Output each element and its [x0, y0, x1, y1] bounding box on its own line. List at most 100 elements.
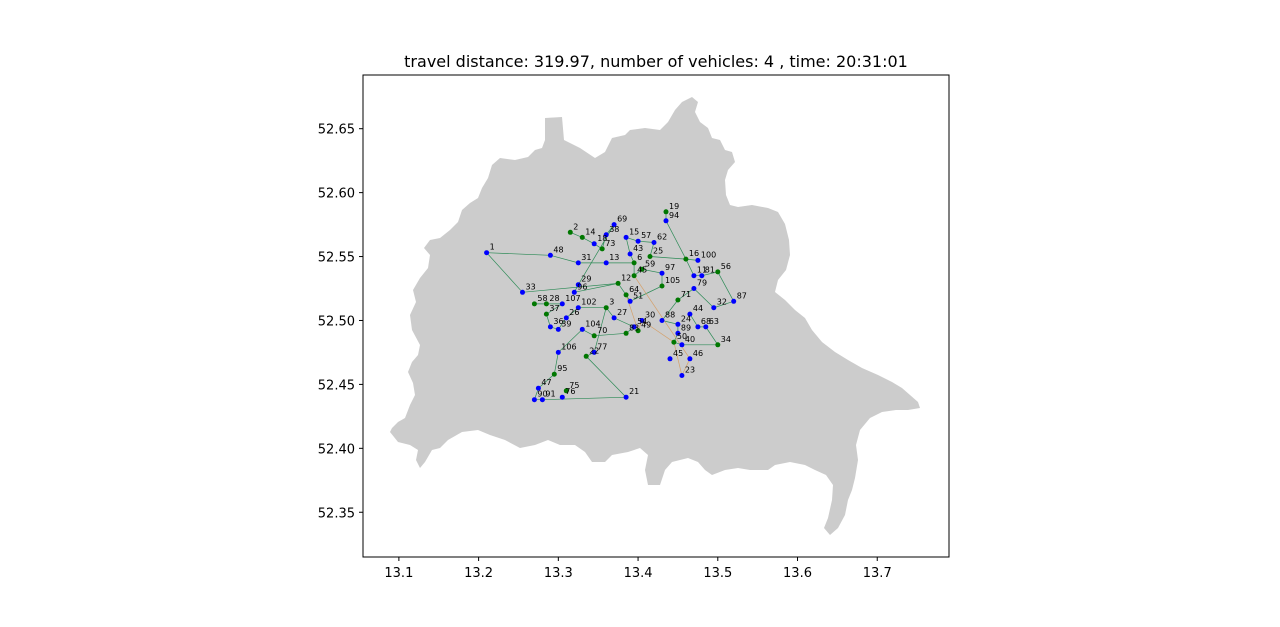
pickup-point — [675, 321, 681, 327]
delivery-point — [567, 229, 573, 235]
delivery-point — [603, 305, 609, 311]
delivery-point — [671, 339, 677, 345]
delivery-point — [659, 283, 665, 289]
pickup-point — [631, 324, 637, 330]
y-tick-label: 52.65 — [318, 123, 355, 138]
y-tick-label: 52.45 — [318, 378, 355, 393]
point-label: 37 — [549, 304, 559, 313]
pickup-point — [623, 234, 629, 240]
point-label: 89 — [681, 323, 691, 332]
pickup-point — [611, 222, 617, 228]
delivery-point — [531, 301, 537, 307]
point-label: 32 — [717, 298, 727, 307]
pickup-point — [547, 324, 553, 330]
pickup-point — [687, 311, 693, 317]
pickup-point — [627, 298, 633, 304]
point-label: 29 — [581, 275, 591, 284]
point-label: 90 — [537, 390, 547, 399]
point-label: 47 — [541, 378, 551, 387]
route-line — [486, 236, 698, 264]
pickup-point — [663, 218, 669, 224]
point-label: 39 — [561, 319, 571, 328]
pickup-point — [691, 286, 697, 291]
delivery-point — [623, 330, 629, 336]
point-label: 107 — [565, 294, 580, 303]
point-label: 51 — [633, 291, 643, 300]
pickup-point — [575, 260, 581, 266]
x-tick-label: 13.2 — [464, 566, 493, 581]
point-label: 83 — [629, 323, 639, 332]
pickup-point — [575, 282, 581, 288]
pickup-point — [563, 315, 569, 321]
point-label: 6 — [637, 253, 642, 262]
point-label: 44 — [693, 304, 703, 313]
point-label: 49 — [641, 321, 651, 330]
point-label: 34 — [721, 335, 731, 344]
point-label: 87 — [737, 291, 747, 300]
point-label: 73 — [605, 239, 615, 248]
point-label: 62 — [657, 233, 667, 242]
point-label: 23 — [685, 366, 695, 375]
pickup-point — [603, 260, 609, 266]
x-tick-label: 13.5 — [703, 566, 732, 581]
delivery-point — [599, 246, 605, 252]
y-tick-label: 52.55 — [318, 251, 355, 266]
pickup-point — [639, 318, 645, 323]
point-label: 1 — [490, 243, 495, 252]
point-label: 15 — [629, 227, 639, 236]
point-label: 12 — [621, 273, 631, 282]
pickup-point — [484, 250, 490, 256]
x-tick-label: 13.7 — [863, 566, 892, 581]
chart-title: travel distance: 319.97, number of vehic… — [404, 52, 908, 71]
pickup-point — [679, 342, 685, 348]
pickup-point — [555, 349, 561, 355]
point-label: 59 — [645, 259, 655, 268]
point-label: 45 — [637, 266, 647, 275]
point-label: 58 — [537, 294, 547, 303]
route-points — [484, 209, 737, 403]
point-label: 105 — [665, 276, 680, 285]
pickup-point — [675, 330, 681, 336]
point-label: 102 — [581, 298, 596, 307]
pickup-point — [695, 257, 701, 263]
pickup-point — [635, 238, 641, 244]
delivery-point — [591, 333, 597, 339]
point-label: 75 — [569, 381, 579, 390]
point-label: 88 — [665, 311, 675, 320]
point-label: 27 — [617, 308, 627, 317]
point-label: 69 — [617, 215, 627, 224]
pickup-point — [591, 349, 597, 355]
point-label: 96 — [577, 282, 587, 291]
point-label: 21 — [629, 387, 639, 396]
pickup-point — [679, 373, 685, 378]
point-label: 70 — [597, 326, 607, 335]
y-axis: 52.35 52.40 52.45 52.50 52.55 52.60 52.65 — [318, 123, 363, 521]
point-label: 31 — [581, 253, 591, 262]
point-label: 2 — [573, 222, 578, 231]
berlin-map — [390, 97, 920, 535]
point-label: 79 — [697, 279, 707, 288]
point-label: 97 — [665, 263, 675, 272]
delivery-point — [647, 254, 653, 259]
point-label: 40 — [685, 335, 695, 344]
pickup-point — [691, 273, 697, 279]
point-label: 100 — [701, 250, 716, 259]
pickup-point — [571, 289, 577, 295]
y-tick-label: 52.35 — [318, 506, 355, 521]
point-label: 77 — [597, 342, 607, 351]
pickup-point — [559, 394, 565, 400]
point-label: 33 — [526, 282, 536, 291]
point-label: 3 — [609, 298, 614, 307]
delivery-point — [551, 371, 557, 377]
delivery-point — [563, 388, 569, 394]
point-label: 25 — [653, 247, 663, 256]
delivery-point — [639, 266, 645, 272]
pickup-point — [651, 240, 657, 245]
point-label: 24 — [681, 314, 691, 323]
x-tick-label: 13.4 — [624, 566, 653, 581]
point-label: 16 — [689, 249, 699, 258]
point-label: 50 — [677, 332, 687, 341]
pickup-point — [603, 232, 609, 238]
pickup-point — [667, 356, 673, 362]
